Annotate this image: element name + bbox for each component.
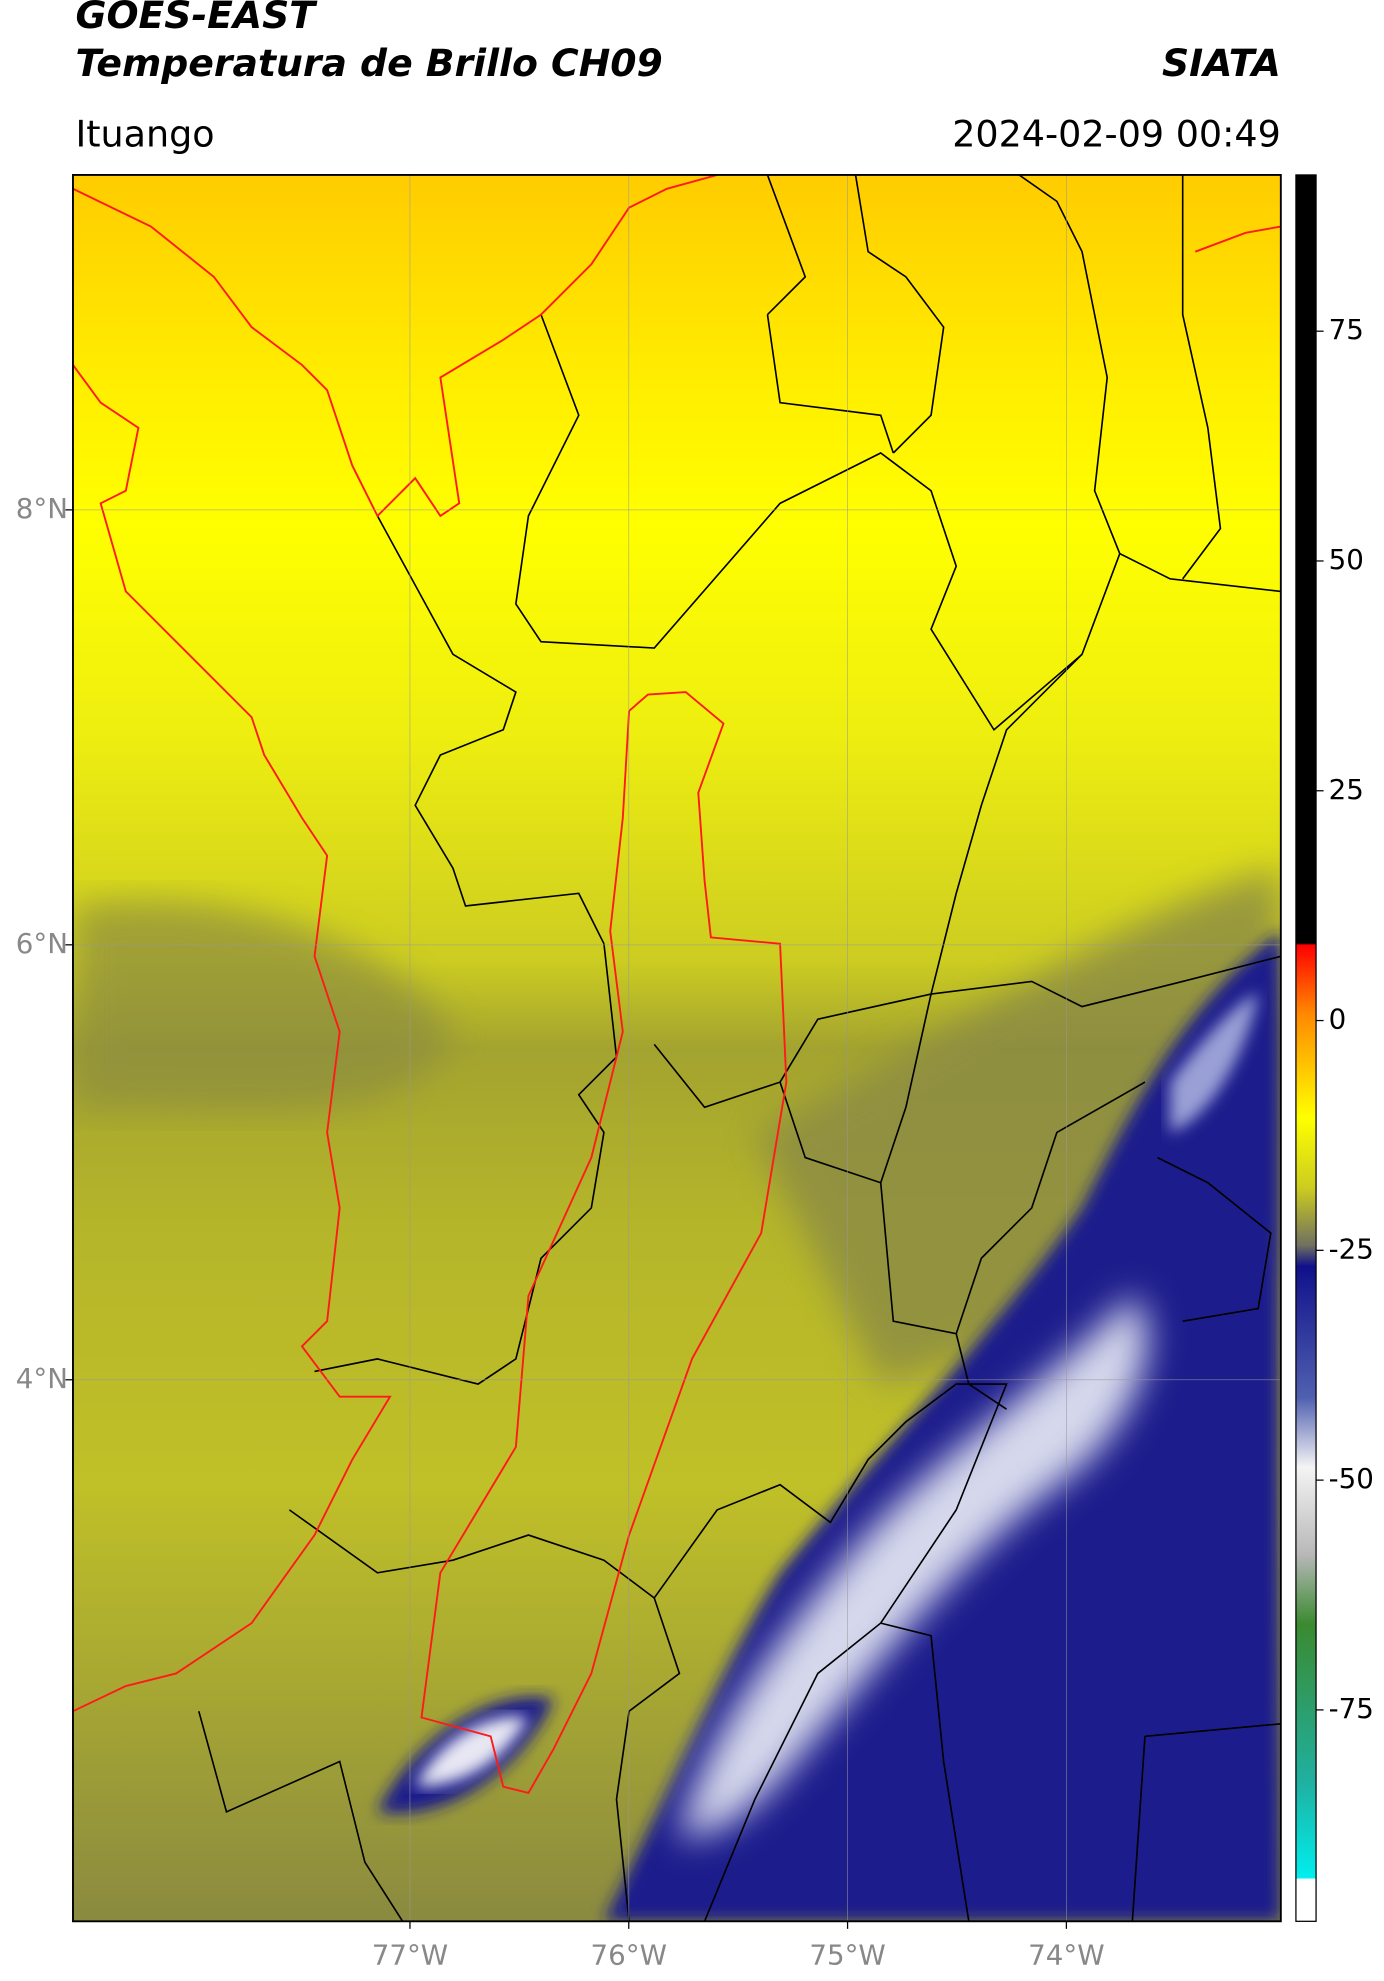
colorbar-tick-label: 0 [1329, 1003, 1347, 1036]
coastline [72, 174, 1281, 1713]
cloud-core [415, 1716, 529, 1787]
borders [198, 174, 1281, 1922]
colorbar-tick-label: 50 [1329, 543, 1364, 576]
region-label: Ituango [75, 112, 214, 155]
source-label: SIATA [1162, 41, 1281, 85]
cloud-core [679, 1295, 1148, 1838]
y-tick-label: 6°N [16, 927, 68, 960]
x-tick-label: 76°W [591, 1939, 667, 1972]
x-tick-label: 77°W [372, 1939, 448, 1972]
y-tick-label: 8°N [16, 492, 68, 525]
colorbar-tick-label: 25 [1329, 773, 1364, 806]
x-tick-label: 75°W [809, 1939, 885, 1972]
grid [72, 174, 1281, 1922]
map-field [72, 174, 1281, 1922]
cold-band [72, 901, 453, 1111]
colorbar [1295, 174, 1317, 1922]
colorbar-tick-label: -50 [1329, 1462, 1374, 1495]
cloud-core [1170, 994, 1259, 1133]
colorbar-tick-label: 75 [1329, 313, 1364, 346]
colorbar-tick-label: -25 [1329, 1232, 1374, 1265]
basin-outline [420, 691, 788, 1795]
datetime-label: 2024-02-09 00:49 [952, 112, 1281, 155]
satellite-title: GOES-EAST [75, 0, 318, 37]
product-title: Temperatura de Brillo CH09 [75, 41, 662, 85]
colorbar-tick-label: -75 [1329, 1692, 1374, 1725]
map-frame [72, 174, 1282, 1923]
y-tick-label: 4°N [16, 1362, 68, 1395]
x-tick-label: 74°W [1028, 1939, 1104, 1972]
